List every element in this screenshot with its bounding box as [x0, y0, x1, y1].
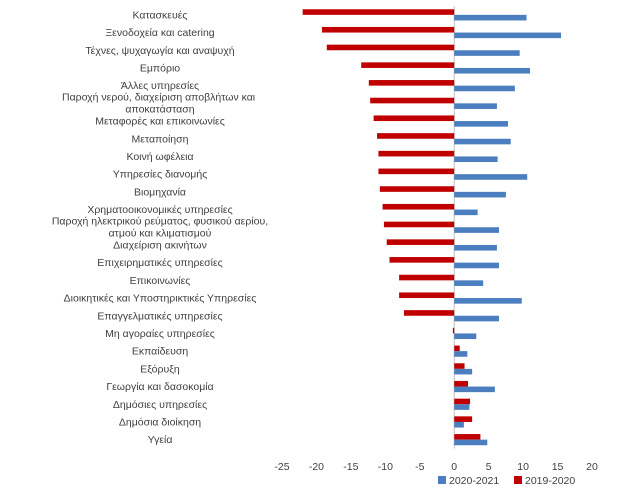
bar-2019-2020 [454, 345, 460, 352]
bar-2019-2020 [368, 80, 455, 86]
category-label: Δημόσια διοίκηση [119, 416, 201, 428]
category-label: Επικοινωνίες [130, 275, 191, 287]
bar-2019-2020 [454, 380, 468, 387]
bar-2019-2020 [361, 62, 455, 68]
bar-2019-2020 [377, 133, 455, 139]
category-label: Κοινή ωφέλεια [126, 151, 193, 163]
category-label: Μεταφορές και επικοινωνίες [95, 116, 225, 128]
x-tick-label: -25 [274, 461, 289, 473]
bar-2019-2020 [399, 292, 455, 299]
bar-2020-2021 [454, 227, 499, 233]
bar-2019-2020 [454, 363, 465, 369]
bar-2020-2021 [454, 156, 498, 163]
category-label: Παροχή ηλεκτρικού ρεύματος, φυσικού αερί… [52, 215, 268, 239]
bar-2020-2021 [454, 333, 477, 340]
category-label: Ξενοδοχεία και catering [105, 27, 214, 39]
category-label: Διαχείριση ακινήτων [113, 239, 207, 251]
bar-2019-2020 [370, 97, 455, 104]
category-label: Μη αγοραίες υπηρεσίες [105, 328, 215, 340]
category-label: Γεωργία και δασοκομία [106, 381, 213, 393]
bar-2019-2020 [454, 434, 481, 440]
category-label: Μεταποίηση [132, 133, 189, 145]
bar-2020-2021 [454, 244, 497, 251]
category-label: Εκπαίδευση [132, 346, 189, 358]
bar-2020-2021 [454, 280, 484, 286]
bar-2019-2020 [452, 327, 455, 334]
bar-2020-2021 [454, 351, 468, 357]
legend-swatch [438, 476, 446, 484]
category-label: Χρηματοοικονομικές υπηρεσίες [87, 204, 232, 216]
x-tick-label: 15 [552, 461, 564, 473]
bar-2020-2021 [454, 50, 520, 56]
x-tick-label: -20 [309, 461, 324, 473]
bar-2020-2021 [454, 14, 527, 21]
bar-2020-2021 [454, 138, 511, 145]
bar-2020-2021 [454, 315, 499, 322]
category-label: Επαγγελματικές υπηρεσίες [97, 310, 222, 322]
bar-2020-2021 [454, 386, 495, 393]
bar-2019-2020 [403, 310, 455, 316]
category-label: Υγεία [148, 434, 173, 446]
bar-2020-2021 [454, 209, 478, 216]
bar-2019-2020 [454, 398, 471, 405]
x-tick-label: 10 [517, 461, 529, 473]
category-label: Τέχνες, ψυχαγωγία και αναψυχή [85, 45, 234, 57]
legend-label: 2019-2020 [525, 475, 575, 487]
bar-2019-2020 [378, 168, 455, 175]
bar-2019-2020 [373, 115, 455, 122]
x-tick-label: -15 [343, 461, 358, 473]
bar-2020-2021 [454, 421, 464, 428]
bar-2019-2020 [326, 44, 455, 51]
bar-2020-2021 [454, 298, 522, 304]
bar-2019-2020 [389, 257, 455, 263]
bar-2019-2020 [454, 416, 473, 422]
bar-2019-2020 [302, 9, 455, 15]
bar-2020-2021 [454, 404, 470, 410]
bar-2020-2021 [454, 174, 528, 180]
bar-2019-2020 [378, 150, 455, 157]
bar-2020-2021 [454, 439, 488, 446]
x-tick-label: 20 [586, 461, 598, 473]
bar-2019-2020 [383, 221, 455, 228]
category-label: Άλλες υπηρεσίες [121, 80, 199, 92]
bar-2020-2021 [454, 103, 497, 109]
bar-2020-2021 [454, 121, 508, 127]
category-label: Δημόσιες υπηρεσίες [113, 399, 207, 411]
x-tick-label: -10 [378, 461, 393, 473]
x-tick-label: 0 [451, 461, 457, 473]
bar-2019-2020 [379, 186, 455, 192]
bar-2020-2021 [454, 191, 506, 198]
bar-2020-2021 [454, 32, 561, 39]
bar-2019-2020 [399, 274, 455, 281]
x-tick-label: 5 [486, 461, 492, 473]
category-label: Κατασκευές [133, 9, 188, 21]
bar-2020-2021 [454, 67, 530, 74]
bar-2019-2020 [386, 239, 455, 245]
bar-2019-2020 [382, 203, 455, 210]
bar-2019-2020 [321, 26, 455, 33]
category-label: Παροχή νερού, διαχείριση αποβλήτων και α… [62, 91, 258, 115]
bar-2020-2021 [454, 85, 515, 92]
bar-2020-2021 [454, 368, 473, 375]
legend-swatch [514, 476, 522, 484]
legend-label: 2020-2021 [449, 475, 499, 487]
category-label: Υπηρεσίες διανομής [113, 169, 208, 181]
category-label: Εμπόριο [140, 62, 180, 74]
bar-2020-2021 [454, 262, 499, 269]
category-label: Βιομηχανία [134, 186, 186, 198]
category-label: Επιχειρηματικές υπηρεσίες [97, 257, 222, 269]
category-label: Διοικητικές και Υποστηρικτικές Υπηρεσίες [64, 293, 257, 305]
category-label: Εξόρυξη [140, 363, 180, 375]
x-tick-label: -5 [415, 461, 424, 473]
